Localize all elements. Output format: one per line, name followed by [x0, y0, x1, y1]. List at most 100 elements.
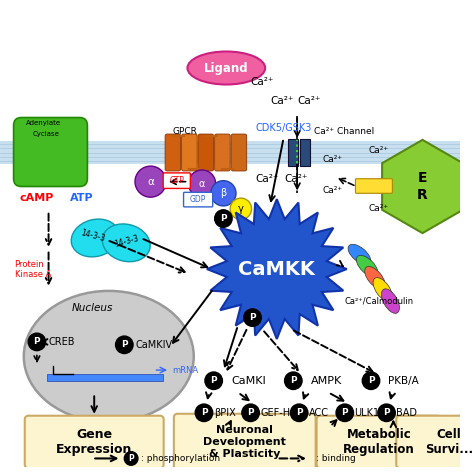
Text: α: α [147, 177, 154, 187]
FancyBboxPatch shape [165, 134, 181, 171]
Circle shape [135, 166, 166, 197]
Text: P: P [296, 408, 302, 417]
Text: mRNA: mRNA [172, 365, 198, 374]
FancyBboxPatch shape [14, 118, 87, 186]
Text: β: β [220, 188, 227, 198]
Text: CaMKK: CaMKK [238, 260, 315, 279]
Circle shape [284, 372, 302, 390]
Text: Adenylate: Adenylate [26, 120, 61, 127]
Bar [289, 139, 298, 166]
Text: Ca²⁺: Ca²⁺ [251, 76, 274, 87]
Text: BAD: BAD [396, 408, 417, 418]
Text: P: P [220, 214, 227, 223]
Text: Ca²⁺/Calmodulin: Ca²⁺/Calmodulin [344, 296, 413, 305]
Text: P: P [247, 408, 254, 417]
FancyBboxPatch shape [231, 134, 246, 171]
Text: CaMKI: CaMKI [231, 376, 266, 386]
Text: Ca²⁺: Ca²⁺ [322, 186, 342, 195]
FancyBboxPatch shape [317, 416, 441, 468]
Ellipse shape [365, 266, 385, 289]
Text: CDK5/GSK3: CDK5/GSK3 [255, 123, 312, 133]
Text: Ca²⁺: Ca²⁺ [322, 155, 342, 164]
Text: ATP: ATP [70, 193, 93, 203]
Circle shape [242, 404, 259, 421]
Text: AMPK: AMPK [311, 376, 342, 386]
Text: 14-3-3: 14-3-3 [113, 233, 139, 248]
Ellipse shape [373, 278, 392, 301]
Text: CaMKIV: CaMKIV [136, 340, 173, 350]
Text: Ca²⁺: Ca²⁺ [284, 173, 308, 183]
Text: 14-3-3: 14-3-3 [80, 228, 107, 244]
FancyBboxPatch shape [182, 134, 197, 171]
Text: : binding: : binding [316, 454, 356, 463]
Text: Neuronal
Development
& Plasticity: Neuronal Development & Plasticity [203, 425, 286, 458]
Text: P: P [368, 376, 374, 385]
Text: Kinase A: Kinase A [15, 270, 51, 279]
Circle shape [244, 309, 261, 327]
Ellipse shape [24, 291, 194, 422]
FancyBboxPatch shape [198, 134, 214, 171]
Text: GDP: GDP [190, 195, 206, 204]
Text: Ca²⁺: Ca²⁺ [270, 96, 293, 106]
Circle shape [195, 404, 213, 421]
Ellipse shape [382, 289, 400, 313]
Text: PKB/A: PKB/A [389, 376, 419, 386]
FancyBboxPatch shape [25, 416, 164, 468]
Text: P: P [290, 376, 297, 385]
Circle shape [230, 198, 252, 219]
Polygon shape [207, 199, 346, 339]
Text: P: P [121, 340, 128, 349]
Circle shape [336, 404, 354, 421]
Ellipse shape [356, 255, 378, 277]
Text: P: P [201, 408, 207, 417]
Text: Gene
Expression: Gene Expression [56, 428, 132, 456]
Ellipse shape [348, 244, 371, 264]
Text: E
R: E R [417, 172, 428, 201]
Ellipse shape [102, 224, 150, 262]
Polygon shape [382, 140, 463, 233]
Text: GPCR: GPCR [172, 127, 197, 136]
Circle shape [116, 336, 133, 354]
Text: ULK1: ULK1 [355, 408, 380, 418]
Ellipse shape [71, 219, 119, 257]
Text: P: P [341, 408, 348, 417]
Text: GTP: GTP [169, 176, 184, 185]
Text: Ca²⁺: Ca²⁺ [255, 173, 279, 183]
Text: GEF-H1: GEF-H1 [260, 408, 297, 418]
Text: Cell
Survi...: Cell Survi... [425, 428, 473, 456]
FancyBboxPatch shape [174, 414, 316, 470]
Circle shape [211, 181, 236, 206]
FancyBboxPatch shape [356, 179, 392, 193]
Text: Ligand: Ligand [204, 62, 248, 74]
Circle shape [215, 210, 232, 228]
Text: Metabolic
Regulation: Metabolic Regulation [343, 428, 415, 456]
Circle shape [28, 333, 46, 351]
Circle shape [189, 170, 216, 197]
Circle shape [291, 404, 308, 421]
Circle shape [124, 452, 138, 465]
Circle shape [205, 372, 222, 390]
Text: Cyclase: Cyclase [33, 131, 60, 137]
Text: Ca²⁺: Ca²⁺ [369, 204, 389, 213]
Text: Ca²⁺: Ca²⁺ [297, 96, 320, 106]
Text: P: P [210, 376, 217, 385]
Text: : phosphorylation: : phosphorylation [141, 454, 220, 463]
FancyBboxPatch shape [183, 192, 213, 207]
Text: γ: γ [238, 204, 244, 214]
FancyBboxPatch shape [396, 416, 474, 468]
Text: P: P [383, 408, 390, 417]
Text: βPIX: βPIX [214, 408, 236, 418]
Bar [46, 374, 163, 381]
Text: P: P [128, 454, 134, 463]
Circle shape [378, 404, 395, 421]
Text: α: α [199, 179, 205, 189]
FancyBboxPatch shape [163, 173, 191, 189]
Text: cAMP: cAMP [19, 193, 54, 203]
Text: Ca²⁺: Ca²⁺ [369, 146, 389, 155]
Text: ACC: ACC [309, 408, 329, 418]
Text: Nucleus: Nucleus [72, 303, 113, 313]
Text: P: P [34, 337, 40, 346]
Text: P: P [249, 313, 256, 322]
FancyBboxPatch shape [215, 134, 230, 171]
Circle shape [362, 372, 380, 390]
